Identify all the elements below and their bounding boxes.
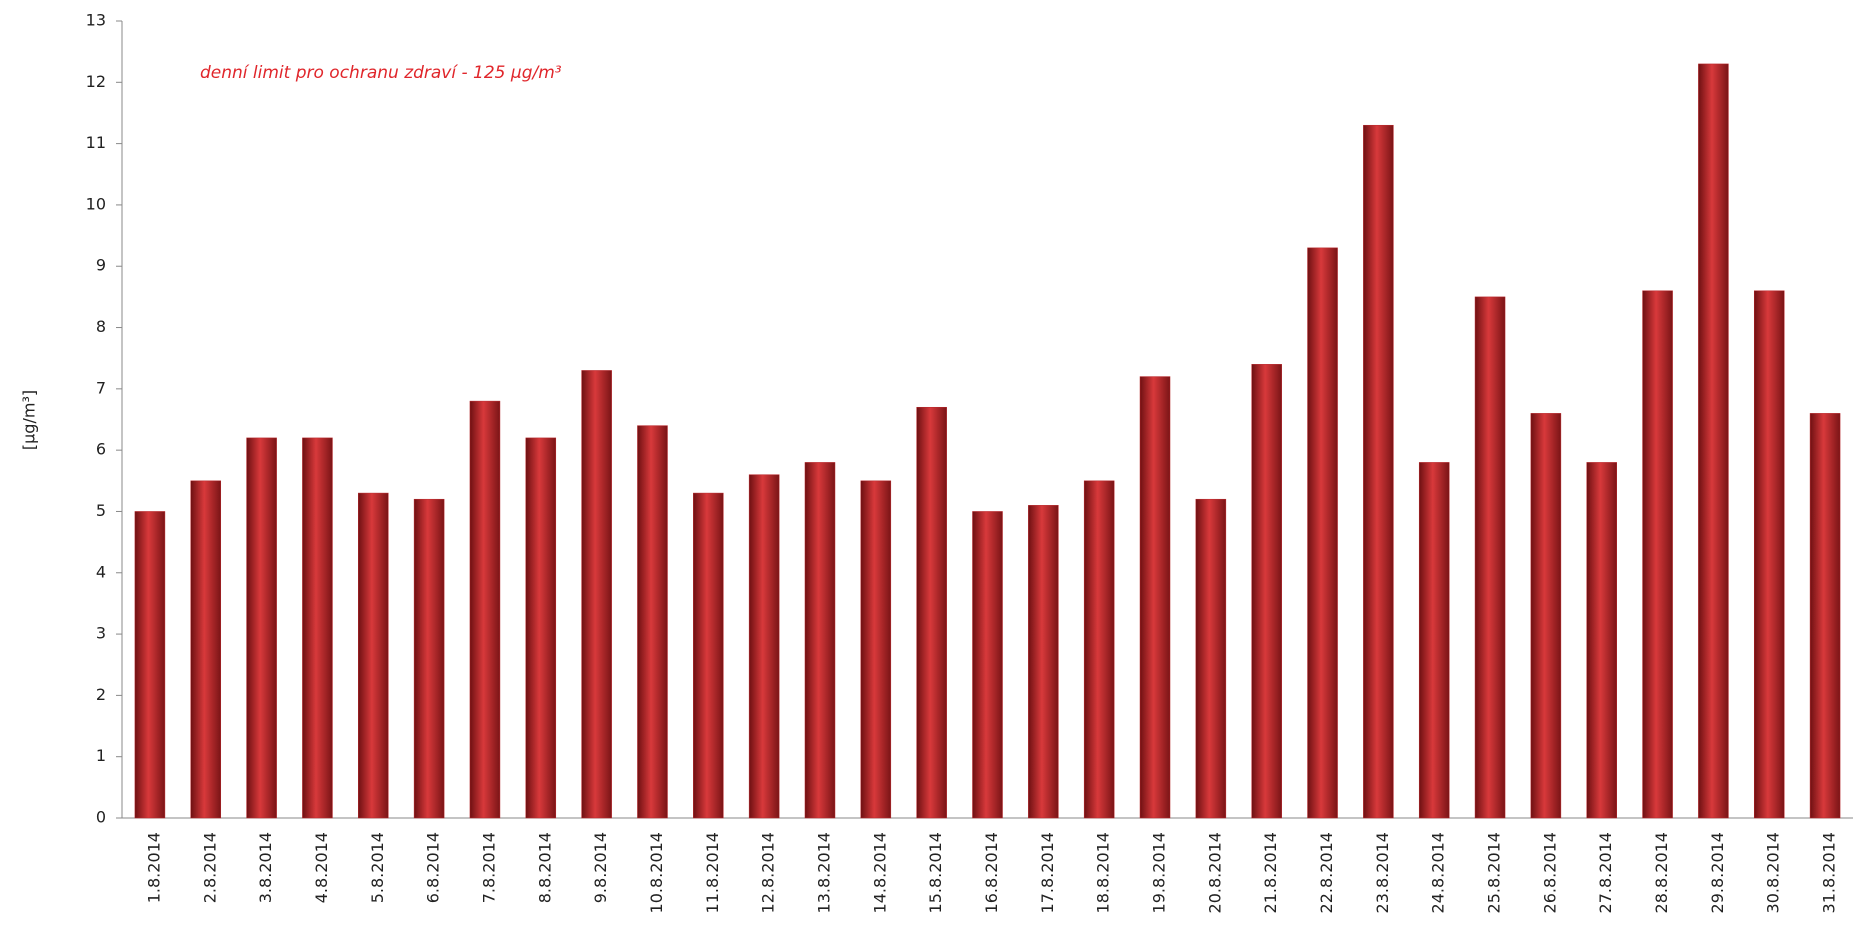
x-tick-label: 6.8.2014 (424, 832, 443, 903)
y-tick-label: 9 (96, 256, 106, 275)
x-tick-label: 22.8.2014 (1317, 832, 1336, 913)
x-tick-label: 4.8.2014 (312, 832, 331, 903)
x-tick-label: 15.8.2014 (926, 832, 945, 913)
x-tick-label: 21.8.2014 (1261, 832, 1280, 913)
bar (581, 370, 612, 819)
x-tick-label: 23.8.2014 (1373, 832, 1392, 913)
x-tick-label: 24.8.2014 (1429, 832, 1448, 913)
bar (190, 480, 222, 819)
x-tick-label: 26.8.2014 (1540, 832, 1559, 913)
x-tick-label: 11.8.2014 (703, 832, 722, 913)
bar (1586, 462, 1617, 819)
y-tick-label: 5 (96, 501, 106, 520)
y-tick-label: 12 (86, 72, 106, 91)
x-tick-label: 17.8.2014 (1038, 832, 1057, 913)
bar (1139, 376, 1171, 819)
y-tick-label: 6 (96, 440, 106, 459)
x-tick-label: 25.8.2014 (1485, 832, 1504, 913)
bar (860, 480, 892, 819)
x-tick-label: 1.8.2014 (144, 832, 163, 903)
x-tick-label: 19.8.2014 (1150, 832, 1169, 913)
y-tick-label: 3 (96, 624, 106, 643)
bar (693, 492, 724, 819)
x-tick-label: 20.8.2014 (1205, 832, 1224, 913)
x-tick-label: 8.8.2014 (535, 832, 554, 903)
x-tick-label: 5.8.2014 (368, 832, 387, 903)
y-tick-label: 7 (96, 378, 106, 397)
x-tick-label: 7.8.2014 (479, 832, 498, 903)
bar (637, 425, 668, 819)
bar (246, 437, 277, 819)
y-axis-label: [µg/m³] (20, 390, 39, 450)
x-tick-label: 16.8.2014 (982, 832, 1001, 913)
bar (302, 437, 333, 819)
bar (469, 400, 501, 819)
x-tick-label: 10.8.2014 (647, 832, 666, 913)
bar (358, 492, 389, 819)
bar (525, 437, 557, 819)
x-tick-label: 12.8.2014 (759, 832, 778, 913)
bar (1028, 505, 1059, 819)
y-tick-label: 0 (96, 808, 106, 827)
bar (1698, 63, 1729, 819)
x-tick-label: 13.8.2014 (814, 832, 833, 913)
bar (413, 498, 445, 819)
bar (1195, 498, 1227, 819)
y-tick-label: 10 (86, 194, 106, 213)
annotation: denní limit pro ochranu zdraví - 125 µg/… (200, 63, 562, 83)
bar (1363, 124, 1394, 819)
x-tick-label: 14.8.2014 (870, 832, 889, 913)
bar (1753, 290, 1785, 819)
x-tick-label: 3.8.2014 (256, 832, 275, 903)
y-tick-label: 2 (96, 685, 106, 704)
bar (1307, 247, 1338, 819)
x-tick-label: 28.8.2014 (1652, 832, 1671, 913)
y-tick-label: 4 (96, 562, 106, 581)
y-tick-label: 13 (86, 11, 106, 30)
x-tick-label: 31.8.2014 (1820, 832, 1839, 913)
x-tick-label: 27.8.2014 (1596, 832, 1615, 913)
bar (1418, 462, 1450, 819)
x-tick-label: 9.8.2014 (591, 832, 610, 903)
x-tick-label: 30.8.2014 (1764, 832, 1783, 913)
y-tick-label: 1 (96, 746, 106, 765)
bar (134, 511, 166, 819)
bar (1642, 290, 1673, 819)
x-tick-label: 29.8.2014 (1708, 832, 1727, 913)
bar (972, 511, 1003, 819)
y-tick-label: 8 (96, 317, 106, 336)
bar (1251, 364, 1282, 819)
y-tick-label: 11 (86, 133, 106, 152)
bar (1474, 296, 1506, 819)
bar (804, 462, 836, 819)
x-tick-label: 2.8.2014 (200, 832, 219, 903)
bar (916, 406, 947, 819)
bar (1083, 480, 1115, 819)
bar (1809, 413, 1841, 819)
x-tick-label: 18.8.2014 (1094, 832, 1113, 913)
bar (748, 474, 780, 819)
bar (1530, 413, 1562, 819)
